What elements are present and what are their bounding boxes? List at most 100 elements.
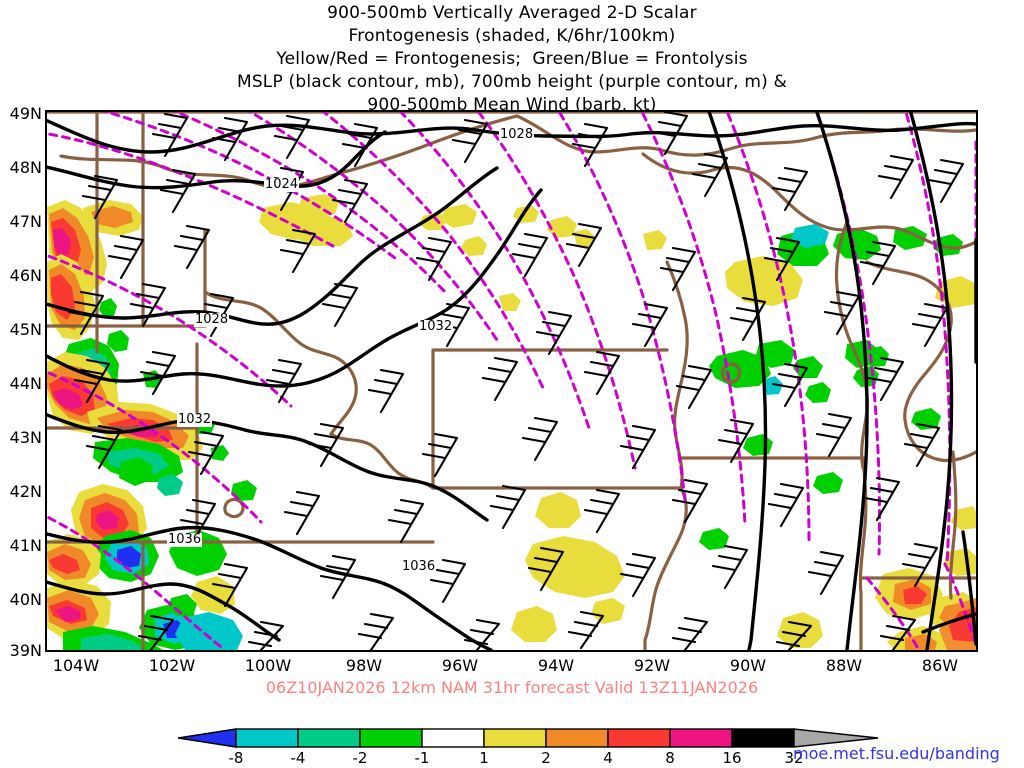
wind-barb bbox=[675, 364, 713, 410]
lat-tick-label: 43N bbox=[9, 428, 42, 447]
wind-barb bbox=[81, 174, 119, 220]
wind-barb bbox=[717, 418, 755, 464]
lat-tick-label: 44N bbox=[9, 374, 42, 393]
contour-label: 1028 bbox=[194, 312, 230, 327]
wind-barb bbox=[671, 478, 709, 524]
wind-barb bbox=[659, 246, 697, 292]
wind-barb bbox=[85, 424, 123, 470]
wind-barb bbox=[489, 484, 527, 530]
wind-barb bbox=[619, 552, 657, 598]
wind-barb bbox=[139, 350, 177, 396]
wind-barb bbox=[583, 350, 621, 396]
colorbar-tick-label: -1 bbox=[414, 749, 430, 767]
lon-tick-label: 92W bbox=[633, 656, 671, 675]
wind-barb bbox=[903, 422, 941, 468]
wind-barb bbox=[775, 620, 813, 650]
lon-tick-label: 90W bbox=[729, 656, 767, 675]
map-svg bbox=[47, 112, 976, 650]
colorbar-band bbox=[421, 728, 485, 748]
contour-label: 1032 bbox=[418, 319, 454, 334]
wind-barb bbox=[319, 554, 357, 600]
wind-barb bbox=[341, 122, 379, 168]
wind-barb bbox=[583, 488, 621, 534]
colorbar-under-cap bbox=[177, 728, 237, 748]
title-line-3: Yellow/Red = Frontogenesis; Green/Blue =… bbox=[276, 49, 748, 69]
wind-barb bbox=[651, 112, 689, 156]
wind-barb bbox=[179, 498, 217, 544]
wind-barb bbox=[107, 234, 145, 280]
colorbar-band bbox=[607, 728, 671, 748]
wind-barb bbox=[631, 302, 669, 348]
wind-barb bbox=[73, 358, 111, 404]
contour-label: 1036 bbox=[401, 559, 437, 574]
contour-label: 1028 bbox=[499, 127, 535, 142]
wind-barb bbox=[901, 542, 939, 588]
wind-barb bbox=[367, 368, 405, 414]
wind-barb bbox=[771, 166, 809, 212]
wind-barb bbox=[859, 240, 897, 286]
colorbar-svg bbox=[177, 728, 879, 748]
wind-barb bbox=[173, 224, 211, 270]
lat-tick-label: 49N bbox=[9, 104, 42, 123]
wind-barb bbox=[357, 612, 395, 650]
title-line-2: Frontogenesis (shaded, K/6hr/100km) bbox=[348, 26, 676, 46]
colorbar-band bbox=[297, 728, 361, 748]
lat-tick-label: 48N bbox=[9, 158, 42, 177]
contour-label: 1032 bbox=[177, 412, 213, 427]
lon-tick-label: 102W bbox=[148, 656, 196, 675]
colorbar-band bbox=[731, 728, 795, 748]
wind-barb bbox=[283, 490, 321, 536]
wind-barb bbox=[671, 616, 709, 650]
wind-barb bbox=[279, 228, 317, 274]
title-line-1: 900-500mb Vertically Averaged 2-D Scalar bbox=[327, 3, 697, 23]
wind-barb bbox=[911, 302, 949, 348]
wind-barb bbox=[247, 620, 285, 650]
wind-barb bbox=[867, 356, 905, 402]
wind-barb bbox=[691, 152, 729, 198]
wind-barb bbox=[387, 498, 425, 544]
lon-tick-label: 96W bbox=[441, 656, 479, 675]
wind-barb bbox=[877, 154, 915, 200]
colorbar-tick-label: -4 bbox=[290, 749, 306, 767]
lat-tick-label: 45N bbox=[9, 320, 42, 339]
wind-barb bbox=[763, 236, 801, 282]
wind-barb bbox=[321, 282, 359, 328]
wind-barb bbox=[451, 118, 489, 164]
wind-barb bbox=[535, 310, 573, 356]
colorbar-tick-label: 1 bbox=[479, 749, 489, 767]
colorbar-band bbox=[669, 728, 733, 748]
wind-barb bbox=[159, 168, 197, 214]
colorbar-band bbox=[359, 728, 423, 748]
colorbar-tick-label: -2 bbox=[352, 749, 368, 767]
colorbar[interactable]: -8 -4 -2 -1 1 2 4 8 16 32 bbox=[177, 727, 879, 767]
wind-barb bbox=[771, 362, 809, 408]
wind-barb bbox=[331, 178, 369, 224]
frontogenesis-shading bbox=[47, 194, 976, 650]
wind-barb bbox=[729, 296, 767, 342]
lat-tick-label: 47N bbox=[9, 212, 42, 231]
map-plot-area[interactable]: 1028 1024 1028 1032 1032 1036 1036 bbox=[45, 110, 978, 652]
lon-tick-label: 86W bbox=[921, 656, 959, 675]
colorbar-tick-label: 32 bbox=[784, 749, 804, 767]
wind-barb bbox=[481, 356, 519, 402]
wind-barb bbox=[429, 558, 467, 604]
lon-tick-label: 100W bbox=[244, 656, 292, 675]
wind-barb bbox=[307, 422, 345, 468]
site-watermark[interactable]: moe.met.fsu.edu/banding bbox=[793, 744, 1000, 763]
colorbar-tick-label: -8 bbox=[228, 749, 244, 767]
wind-barb bbox=[823, 290, 861, 336]
lon-tick-label: 94W bbox=[537, 656, 575, 675]
wind-barb bbox=[273, 114, 311, 160]
wind-barb bbox=[863, 476, 901, 522]
wind-barb bbox=[421, 432, 459, 478]
contour-label: 1024 bbox=[264, 177, 300, 192]
lat-tick-label: 40N bbox=[9, 590, 42, 609]
colorbar-tick-label: 8 bbox=[665, 749, 675, 767]
lat-tick-label: 42N bbox=[9, 482, 42, 501]
colorbar-tick-label: 2 bbox=[541, 749, 551, 767]
colorbar-band bbox=[545, 728, 609, 748]
wind-barb bbox=[807, 550, 845, 596]
wind-barb bbox=[129, 282, 167, 328]
colorbar-tick-label: 4 bbox=[603, 749, 613, 767]
